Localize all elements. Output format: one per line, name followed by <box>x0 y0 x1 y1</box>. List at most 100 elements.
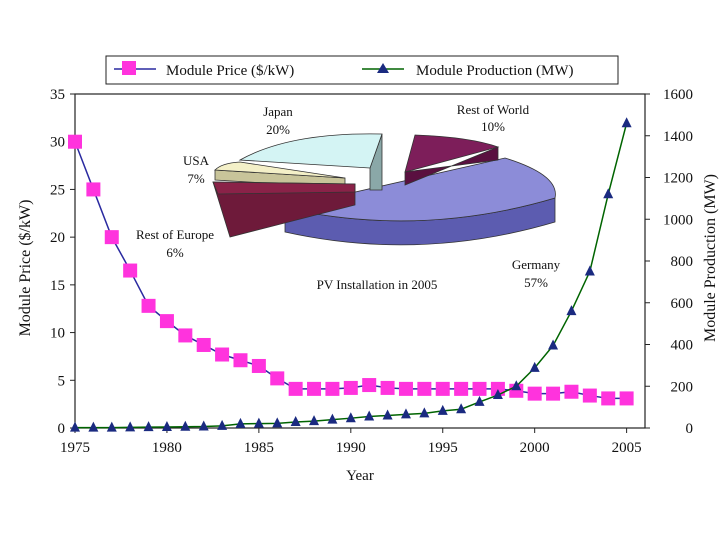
price-point <box>380 380 395 395</box>
production-point <box>364 410 375 421</box>
price-point <box>123 263 138 278</box>
y-axis-right-title: Module Production (MW) <box>702 174 719 342</box>
price-point <box>233 353 248 368</box>
price-point <box>472 381 487 396</box>
legend-price-label: Module Price ($/kW) <box>166 63 294 79</box>
y-left-tick-label: 20 <box>50 230 65 246</box>
y-left-tick-label: 5 <box>58 373 66 389</box>
price-point <box>159 314 174 329</box>
production-point <box>106 421 117 432</box>
pie-label-rest-of-europe-name: Rest of Europe <box>136 227 214 242</box>
y-right-tick-label: 1600 <box>663 87 693 103</box>
production-point <box>253 417 264 428</box>
price-point <box>362 378 377 393</box>
price-point <box>288 381 303 396</box>
production-point <box>143 421 154 432</box>
y-right-tick-label: 200 <box>671 379 694 395</box>
production-point <box>198 420 209 431</box>
production-point <box>492 389 503 400</box>
price-point <box>86 182 101 197</box>
price-point <box>398 381 413 396</box>
price-point <box>251 358 266 373</box>
price-point <box>582 388 597 403</box>
pie-label-usa-name: USA <box>183 153 210 168</box>
production-point <box>290 415 301 426</box>
price-point <box>601 391 616 406</box>
production-point <box>511 380 522 391</box>
pie-label-rest-of-world-name: Rest of World <box>457 102 530 117</box>
pie-slice-rest-of-world-side <box>404 146 499 186</box>
pie-slice-rest-of-europe <box>212 181 356 195</box>
y-axis-left: 0 5 10 15 20 25 30 35 <box>50 87 75 437</box>
y-right-tick-label: 800 <box>671 254 694 270</box>
price-point <box>270 371 285 386</box>
price-point <box>307 381 322 396</box>
pie-slice-rest-of-world <box>404 134 500 173</box>
pie-label-germany-name: Germany <box>512 257 561 272</box>
y-left-tick-label: 10 <box>50 326 65 342</box>
y-right-tick-label: 600 <box>671 296 694 312</box>
production-point <box>419 407 430 418</box>
production-point <box>309 415 320 426</box>
pie-slice-usa <box>214 161 346 179</box>
production-point <box>584 265 595 276</box>
price-point <box>178 328 193 343</box>
x-tick-label: 1985 <box>244 440 274 456</box>
x-tick-label: 1990 <box>336 440 366 456</box>
production-point <box>437 404 448 415</box>
y-left-tick-label: 0 <box>58 421 66 437</box>
price-point <box>325 381 340 396</box>
price-point <box>343 380 358 395</box>
legend-production-label: Module Production (MW) <box>416 63 573 79</box>
legend-price-marker <box>122 61 136 75</box>
price-point <box>104 230 119 245</box>
x-tick-label: 1995 <box>428 440 458 456</box>
y-left-tick-label: 35 <box>50 87 65 103</box>
price-point <box>68 134 82 149</box>
price-point <box>546 386 561 401</box>
price-point <box>527 386 542 401</box>
price-point <box>619 391 634 406</box>
production-point <box>474 395 485 406</box>
y-left-tick-label: 15 <box>50 278 65 294</box>
production-point <box>456 403 467 414</box>
price-point <box>490 381 505 396</box>
price-point <box>196 337 211 352</box>
production-point <box>125 421 136 432</box>
x-axis: 1975 1980 1985 1990 1995 2000 2005 <box>60 428 642 456</box>
x-tick-label: 1980 <box>152 440 182 456</box>
pie-label-japan-value: 20% <box>266 122 290 137</box>
y-right-tick-label: 1400 <box>663 129 693 145</box>
pie-label-rest-of-world-value: 10% <box>481 119 505 134</box>
inset-pie-chart: Japan 20% Rest of World 10% USA 7% Rest … <box>136 102 561 292</box>
y-left-tick-label: 30 <box>50 135 65 151</box>
legend-production-marker <box>377 63 389 73</box>
pie-slice-japan <box>238 133 383 169</box>
production-point <box>272 417 283 428</box>
price-point <box>435 381 450 396</box>
y-axis-left-title: Module Price ($/kW) <box>17 200 34 337</box>
production-point <box>400 408 411 419</box>
production-point <box>548 339 559 350</box>
x-tick-label: 2000 <box>520 440 550 456</box>
production-point <box>70 421 80 432</box>
pie-label-japan-name: Japan <box>263 104 293 119</box>
legend: Module Price ($/kW) Module Production (M… <box>105 55 619 85</box>
pie-label-germany-value: 57% <box>524 275 548 290</box>
pie-label-usa-value: 7% <box>187 171 205 186</box>
price-point <box>454 381 469 396</box>
production-point <box>529 361 540 372</box>
y-right-tick-label: 0 <box>686 421 694 437</box>
production-point <box>345 412 356 423</box>
pie-label-rest-of-europe-value: 6% <box>166 245 184 260</box>
price-point <box>215 347 230 362</box>
y-left-tick-label: 25 <box>50 182 65 198</box>
y-axis-right: 0 200 400 600 800 1000 1200 1400 1600 <box>645 87 693 437</box>
x-axis-title: Year <box>346 468 374 484</box>
production-point <box>382 409 393 420</box>
price-point <box>141 298 156 313</box>
production-point <box>88 421 99 432</box>
y-right-tick-label: 1000 <box>663 212 693 228</box>
price-point <box>417 381 432 396</box>
